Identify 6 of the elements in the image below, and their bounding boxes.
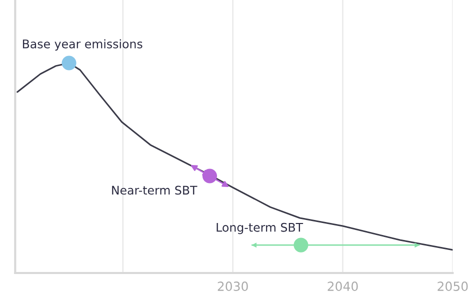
x-tick-label: 2050 bbox=[438, 282, 468, 292]
x-tick-label: 2030 bbox=[218, 282, 248, 292]
annotation: Long-term SBT bbox=[216, 222, 304, 234]
x-tick-label: 2040 bbox=[328, 282, 358, 292]
annotation: Base year emissions bbox=[22, 39, 142, 51]
annotation: Near-term SBT bbox=[112, 186, 198, 195]
